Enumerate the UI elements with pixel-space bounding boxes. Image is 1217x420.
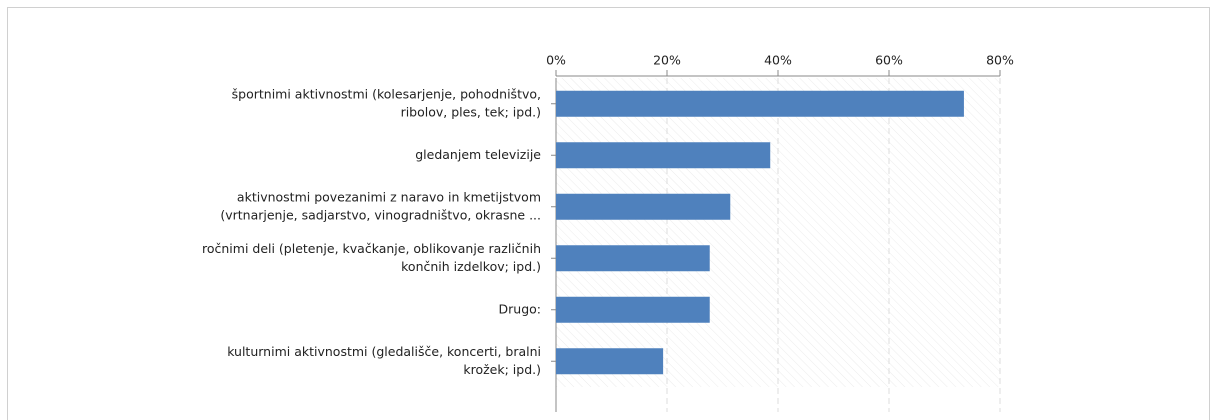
x-tick-label: 60% — [875, 53, 903, 68]
y-tick-label: (vrtnarjenje, sadjarstvo, vinogradništvo… — [220, 207, 541, 222]
x-tick-label: 80% — [986, 53, 1014, 68]
bar — [556, 296, 710, 323]
y-tick-label: športnimi aktivnostmi (kolesarjenje, poh… — [232, 86, 541, 101]
frame — [7, 7, 1210, 420]
x-tick-label: 20% — [653, 53, 681, 68]
bar — [556, 142, 771, 169]
bar — [556, 348, 664, 375]
bar — [556, 90, 964, 117]
y-tick-label: gledanjem televizije — [415, 147, 541, 162]
y-tick-label: ribolov, ples, tek; ipd.) — [401, 104, 541, 119]
bar — [556, 245, 710, 272]
bar — [556, 193, 731, 220]
y-tick-label: Drugo: — [499, 301, 541, 316]
y-tick-label: aktivnostmi povezanimi z naravo in kmeti… — [237, 189, 541, 204]
x-tick-label: 40% — [764, 53, 792, 68]
y-tick-label: ročnimi deli (pletenje, kvačkanje, oblik… — [202, 241, 541, 256]
y-tick-label: končnih izdelkov; ipd.) — [401, 259, 541, 274]
y-tick-label: krožek; ipd.) — [463, 362, 541, 377]
y-tick-label: kulturnimi aktivnostmi (gledališče, konc… — [227, 344, 541, 359]
x-tick-label: 0% — [546, 53, 566, 68]
